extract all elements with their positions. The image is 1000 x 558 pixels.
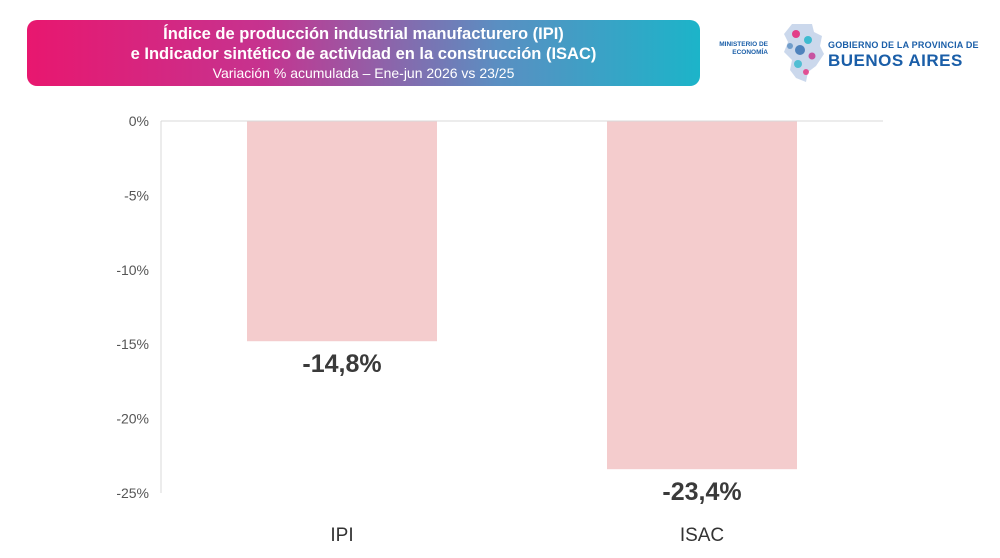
- bar: [607, 121, 797, 470]
- title-banner: Índice de producción industrial manufact…: [27, 20, 700, 86]
- data-label: -14,8%: [302, 350, 381, 378]
- y-tick-label: 0%: [129, 113, 149, 129]
- data-label: -23,4%: [662, 478, 741, 506]
- y-tick-label: -10%: [116, 262, 149, 278]
- ministry-label: MINISTERIO DE ECONOMÍA: [719, 41, 768, 56]
- x-category-label: ISAC: [680, 525, 724, 546]
- chart-title-line1: Índice de producción industrial manufact…: [163, 25, 564, 43]
- y-tick-label: -15%: [116, 336, 149, 352]
- province-map-icon: [784, 24, 824, 82]
- chart-subtitle: Variación % acumulada – Ene-jun 2026 vs …: [212, 65, 515, 81]
- chart-title-line2: e Indicador sintético de actividad en la…: [130, 45, 597, 63]
- y-tick-label: -5%: [124, 187, 149, 203]
- province-name: BUENOS AIRES: [828, 51, 963, 70]
- government-logo: MINISTERIO DE ECONOMÍA GOBIERNO DE LA PR…: [716, 22, 979, 84]
- x-category-label: IPI: [330, 525, 353, 546]
- y-tick-label: -20%: [116, 411, 149, 427]
- bar: [247, 121, 437, 342]
- y-tick-label: -25%: [116, 485, 149, 501]
- government-label: GOBIERNO DE LA PROVINCIA DE: [828, 40, 979, 50]
